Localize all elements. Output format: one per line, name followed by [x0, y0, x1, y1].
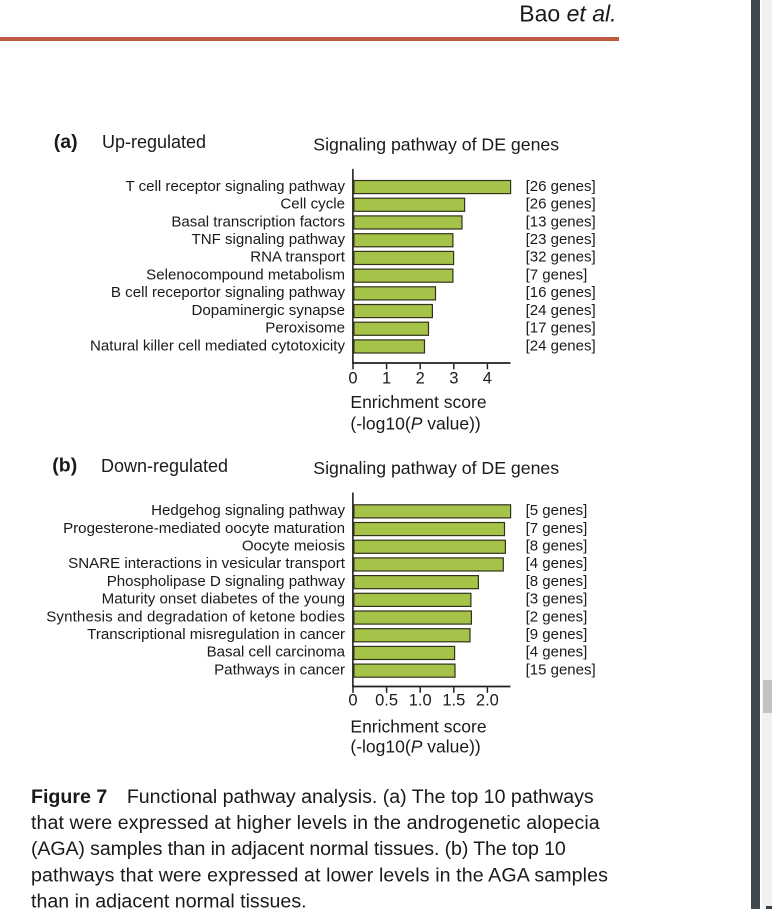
svg-text:(-log10(P value)): (-log10(P value)) — [350, 736, 480, 756]
svg-text:[24 genes]: [24 genes] — [526, 337, 596, 354]
svg-text:Signaling pathway of DE genes: Signaling pathway of DE genes — [313, 458, 559, 478]
svg-text:Bao et al.: Bao et al. — [519, 1, 616, 27]
svg-text:1.0: 1.0 — [409, 692, 432, 710]
svg-text:[7 genes]: [7 genes] — [526, 267, 588, 284]
svg-text:Natural killer cell mediated c: Natural killer cell mediated cytotoxicit… — [90, 337, 345, 354]
svg-text:[24 genes]: [24 genes] — [526, 302, 596, 319]
svg-text:Hedgehog signaling pathway: Hedgehog signaling pathway — [151, 502, 345, 519]
svg-text:Basal cell carcinoma: Basal cell carcinoma — [207, 644, 346, 661]
svg-text:T cell receptor signaling path: T cell receptor signaling pathway — [125, 178, 345, 195]
svg-text:[32 genes]: [32 genes] — [526, 249, 596, 266]
svg-text:[26 genes]: [26 genes] — [526, 178, 596, 195]
svg-text:4: 4 — [483, 369, 492, 387]
svg-text:[7 genes]: [7 genes] — [526, 520, 588, 537]
svg-text:0.5: 0.5 — [375, 692, 398, 710]
svg-text:Synthesis and degradation of k: Synthesis and degradation of ketone bodi… — [46, 608, 345, 625]
svg-text:[4 genes]: [4 genes] — [526, 555, 588, 572]
svg-text:1.5: 1.5 — [442, 692, 465, 710]
svg-text:[9 genes]: [9 genes] — [526, 626, 588, 643]
svg-text:[23 genes]: [23 genes] — [526, 231, 596, 248]
svg-text:(b): (b) — [52, 455, 77, 477]
svg-text:(-log10(P value)): (-log10(P value)) — [350, 413, 480, 433]
svg-text:[3 genes]: [3 genes] — [526, 591, 588, 608]
svg-text:[2 genes]: [2 genes] — [526, 608, 588, 625]
svg-text:Cell cycle: Cell cycle — [280, 196, 345, 213]
svg-text:Progesterone-mediated oocyte m: Progesterone-mediated oocyte maturation — [63, 520, 345, 537]
svg-text:B cell receportor signaling pa: B cell receportor signaling pathway — [111, 284, 346, 301]
svg-text:[16 genes]: [16 genes] — [526, 284, 596, 301]
svg-text:SNARE interactions in vesicula: SNARE interactions in vesicular transpor… — [68, 555, 346, 572]
svg-text:Selenocompound metabolism: Selenocompound metabolism — [146, 267, 345, 284]
svg-text:pathways that were expressed a: pathways that were expressed at lower le… — [31, 864, 608, 886]
svg-text:2.0: 2.0 — [476, 692, 499, 710]
svg-text:Enrichment score: Enrichment score — [350, 392, 486, 412]
svg-text:3: 3 — [449, 369, 458, 387]
svg-text:[8 genes]: [8 genes] — [526, 573, 588, 590]
svg-text:Basal transcription factors: Basal transcription factors — [171, 213, 345, 230]
svg-text:1: 1 — [382, 369, 391, 387]
svg-text:[4 genes]: [4 genes] — [526, 644, 588, 661]
svg-text:0: 0 — [348, 369, 357, 387]
svg-text:Phospholipase D signaling path: Phospholipase D signaling pathway — [107, 573, 346, 590]
svg-text:[5 genes]: [5 genes] — [526, 502, 588, 519]
svg-text:Transcriptional misregulation: Transcriptional misregulation in cancer — [87, 626, 345, 643]
svg-text:Oocyte meiosis: Oocyte meiosis — [242, 538, 345, 555]
svg-text:Peroxisome: Peroxisome — [265, 320, 345, 337]
svg-text:2: 2 — [416, 369, 425, 387]
svg-text:[13 genes]: [13 genes] — [526, 213, 596, 230]
svg-text:than in adjacent normal tissue: than in adjacent normal tissues. — [31, 890, 307, 909]
svg-text:RNA transport: RNA transport — [250, 249, 346, 266]
svg-text:TNF signaling pathway: TNF signaling pathway — [191, 231, 345, 248]
svg-text:(AGA) samples than in adjacent: (AGA) samples than in adjacent normal ti… — [31, 838, 566, 860]
svg-text:that were expressed at higher: that were expressed at higher levels in … — [31, 812, 600, 834]
svg-text:Pathways in cancer: Pathways in cancer — [214, 661, 345, 678]
svg-text:[15 genes]: [15 genes] — [526, 661, 596, 678]
svg-text:[26 genes]: [26 genes] — [526, 196, 596, 213]
svg-text:[17 genes]: [17 genes] — [526, 320, 596, 337]
svg-text:0: 0 — [348, 692, 357, 710]
svg-text:Enrichment score: Enrichment score — [350, 716, 486, 736]
svg-text:Down-regulated: Down-regulated — [101, 456, 228, 476]
svg-text:(a): (a) — [54, 131, 78, 153]
svg-text:Dopaminergic synapse: Dopaminergic synapse — [191, 302, 345, 319]
svg-text:[8 genes]: [8 genes] — [526, 538, 588, 555]
svg-text:Figure 7 Functional pathway an: Figure 7 Functional pathway analysis. (a… — [31, 786, 594, 808]
svg-text:Signaling pathway of DE genes: Signaling pathway of DE genes — [313, 134, 559, 154]
svg-text:Up-regulated: Up-regulated — [102, 132, 206, 152]
svg-text:Maturity onset diabetes of the: Maturity onset diabetes of the young — [102, 591, 345, 608]
